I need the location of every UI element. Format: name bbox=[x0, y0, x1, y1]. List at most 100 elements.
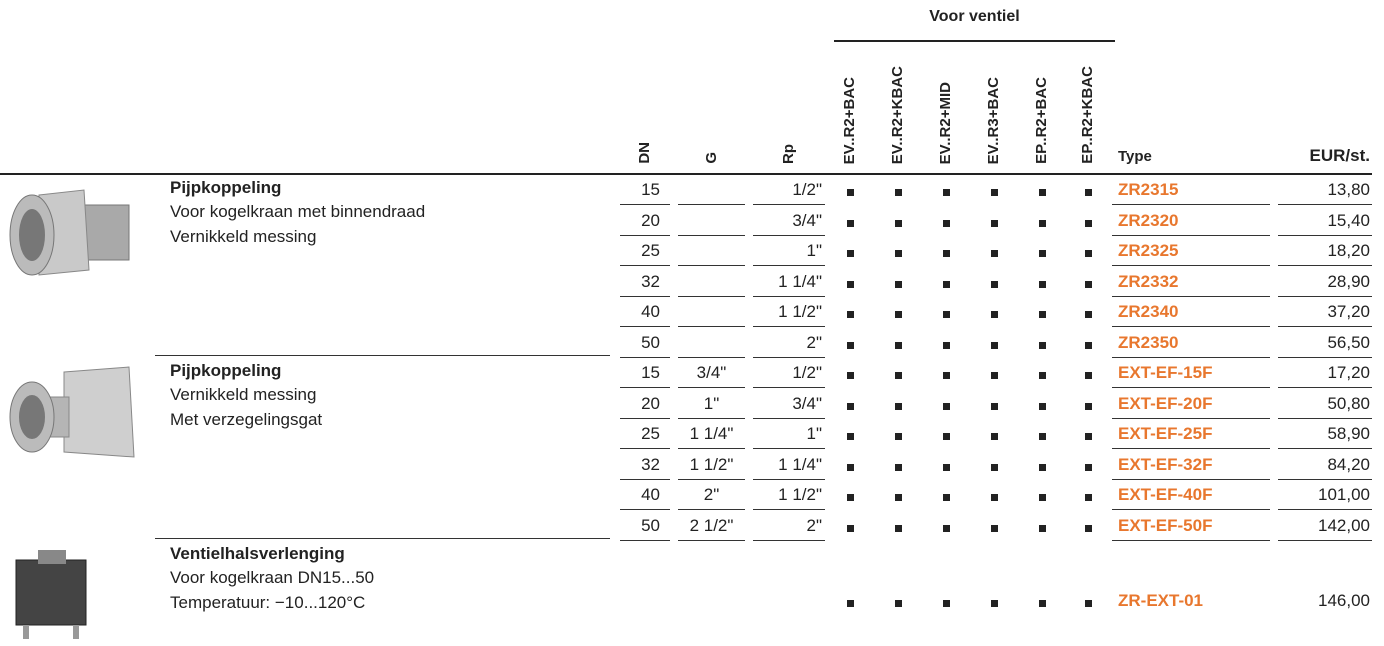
compat-marker bbox=[1039, 402, 1046, 410]
g-cell: 1" bbox=[678, 389, 745, 419]
compat-marker bbox=[1039, 341, 1046, 349]
compat-marker bbox=[991, 463, 998, 471]
compat-marker bbox=[847, 341, 854, 349]
compat-marker bbox=[895, 311, 902, 318]
compat-marker bbox=[991, 280, 998, 288]
rp-cell: 2" bbox=[753, 511, 825, 541]
compat-marker bbox=[943, 372, 950, 379]
dn-cell: 15 bbox=[620, 175, 670, 205]
header-rule bbox=[0, 173, 1372, 175]
group-title: Ventielhalsverlenging bbox=[170, 544, 345, 563]
column-header: EV..R2+BAC bbox=[841, 76, 858, 164]
compat-marker bbox=[943, 189, 950, 196]
price-cell: 15,40 bbox=[1278, 206, 1372, 236]
compat-marker bbox=[991, 433, 998, 440]
compat-marker bbox=[1039, 433, 1046, 440]
group-title: Pijpkoppeling bbox=[170, 361, 282, 380]
compat-marker bbox=[943, 219, 950, 227]
group-description: Vernikkeld messing bbox=[170, 385, 317, 404]
rp-cell: 1 1/2" bbox=[753, 297, 825, 327]
compat-marker bbox=[943, 280, 950, 288]
column-header: EV..R3+BAC bbox=[985, 76, 1002, 164]
dn-cell: 25 bbox=[620, 419, 670, 449]
compat-marker bbox=[943, 600, 950, 607]
type-cell: ZR2320 bbox=[1112, 206, 1270, 236]
compat-marker bbox=[991, 494, 998, 501]
type-cell: EXT-EF-25F bbox=[1112, 419, 1270, 449]
type-cell: EXT-EF-15F bbox=[1112, 358, 1270, 388]
compat-marker bbox=[847, 311, 854, 318]
compat-marker bbox=[943, 311, 950, 318]
column-header: EUR/st. bbox=[1309, 146, 1370, 165]
g-cell bbox=[678, 236, 745, 266]
column-header: DN bbox=[636, 142, 653, 164]
product-image bbox=[9, 366, 135, 458]
compat-marker bbox=[1085, 250, 1092, 257]
compat-marker bbox=[1039, 311, 1046, 318]
type-cell: ZR2332 bbox=[1112, 267, 1270, 297]
compat-marker bbox=[1085, 341, 1092, 349]
type-cell: ZR2315 bbox=[1112, 175, 1270, 205]
compat-marker bbox=[1039, 494, 1046, 501]
compat-marker bbox=[1085, 372, 1092, 379]
compat-marker bbox=[895, 463, 902, 471]
group-description: Voor kogelkraan met binnendraad bbox=[170, 202, 426, 221]
compat-marker bbox=[1085, 219, 1092, 227]
rp-cell: 1/2" bbox=[753, 175, 825, 205]
compat-marker bbox=[1085, 311, 1092, 318]
compat-marker bbox=[1039, 250, 1046, 257]
group-rule bbox=[834, 40, 1115, 42]
compat-marker bbox=[847, 494, 854, 501]
compat-marker bbox=[895, 250, 902, 257]
type-cell: ZR-EXT-01 bbox=[1118, 591, 1204, 610]
compat-marker bbox=[895, 189, 902, 196]
compat-marker bbox=[895, 524, 902, 532]
group-description: Met verzegelingsgat bbox=[170, 410, 323, 429]
price-cell: 101,00 bbox=[1278, 480, 1372, 510]
dn-cell: 32 bbox=[620, 267, 670, 297]
compat-marker bbox=[1085, 189, 1092, 196]
compat-marker bbox=[847, 219, 854, 227]
compat-marker bbox=[895, 219, 902, 227]
group-description: Temperatuur: −10...120°C bbox=[170, 593, 366, 612]
compat-marker bbox=[847, 280, 854, 288]
dn-cell: 20 bbox=[620, 389, 670, 419]
column-header: Rp bbox=[780, 144, 797, 164]
compat-marker bbox=[943, 433, 950, 440]
type-cell: ZR2350 bbox=[1112, 328, 1270, 358]
compat-marker bbox=[991, 219, 998, 227]
type-cell: EXT-EF-32F bbox=[1112, 450, 1270, 480]
compat-marker bbox=[895, 280, 902, 288]
compat-marker bbox=[991, 600, 998, 607]
rp-cell: 1 1/2" bbox=[753, 480, 825, 510]
compat-marker bbox=[847, 189, 854, 196]
compat-marker bbox=[1039, 372, 1046, 379]
compat-marker bbox=[895, 433, 902, 440]
rp-cell: 1 1/4" bbox=[753, 450, 825, 480]
g-cell bbox=[678, 175, 745, 205]
rp-cell: 1" bbox=[753, 419, 825, 449]
compat-marker bbox=[1085, 494, 1092, 501]
compat-marker bbox=[991, 341, 998, 349]
g-cell: 2" bbox=[678, 480, 745, 510]
compat-marker bbox=[847, 372, 854, 379]
type-cell: EXT-EF-20F bbox=[1112, 389, 1270, 419]
compat-marker bbox=[847, 402, 854, 410]
compat-marker bbox=[1085, 280, 1092, 288]
price-cell: 28,90 bbox=[1278, 267, 1372, 297]
price-cell: 56,50 bbox=[1278, 328, 1372, 358]
price-cell: 18,20 bbox=[1278, 236, 1372, 266]
compat-marker bbox=[1085, 524, 1092, 532]
price-cell: 146,00 bbox=[1318, 591, 1370, 610]
price-cell: 58,90 bbox=[1278, 419, 1372, 449]
dn-cell: 25 bbox=[620, 236, 670, 266]
g-cell: 1 1/4" bbox=[678, 419, 745, 449]
type-cell: EXT-EF-40F bbox=[1112, 480, 1270, 510]
compat-marker bbox=[847, 463, 854, 471]
price-cell: 37,20 bbox=[1278, 297, 1372, 327]
compat-marker bbox=[943, 341, 950, 349]
group-description: Vernikkeld messing bbox=[170, 227, 317, 246]
compat-marker bbox=[847, 600, 854, 607]
dn-cell: 50 bbox=[620, 328, 670, 358]
